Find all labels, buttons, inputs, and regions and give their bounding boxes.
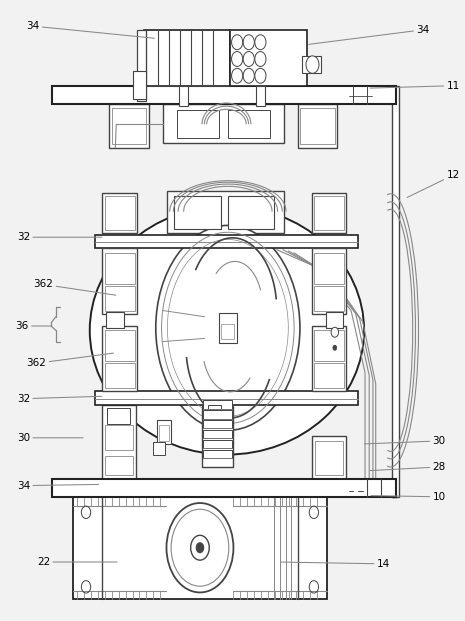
- Bar: [230, 30, 307, 86]
- Bar: [314, 196, 344, 230]
- Text: 34: 34: [309, 25, 429, 44]
- Text: 34: 34: [27, 21, 154, 39]
- Bar: [256, 86, 265, 106]
- Bar: [163, 104, 284, 143]
- Bar: [105, 286, 135, 310]
- Bar: [314, 253, 344, 284]
- Bar: [105, 456, 133, 475]
- Bar: [203, 440, 232, 448]
- Circle shape: [243, 35, 254, 50]
- Circle shape: [255, 68, 266, 83]
- Bar: [312, 436, 346, 479]
- Ellipse shape: [90, 206, 364, 455]
- Bar: [105, 330, 135, 361]
- Text: 362: 362: [27, 353, 113, 368]
- Bar: [302, 56, 321, 73]
- Bar: [203, 430, 232, 438]
- Bar: [314, 286, 344, 310]
- Circle shape: [255, 35, 266, 50]
- Bar: [109, 104, 149, 148]
- Text: 10: 10: [371, 492, 445, 502]
- Circle shape: [243, 52, 254, 66]
- Text: 12: 12: [407, 170, 459, 197]
- Circle shape: [232, 52, 243, 66]
- Circle shape: [232, 35, 243, 50]
- Bar: [102, 248, 137, 314]
- Bar: [52, 86, 396, 104]
- Text: 14: 14: [281, 559, 390, 569]
- Bar: [137, 30, 146, 101]
- Text: 30: 30: [365, 436, 445, 446]
- Text: 362: 362: [33, 279, 116, 295]
- Text: 11: 11: [370, 81, 459, 91]
- Circle shape: [331, 327, 339, 337]
- Circle shape: [196, 543, 204, 553]
- Bar: [221, 324, 234, 339]
- Bar: [95, 235, 358, 248]
- Text: 28: 28: [370, 462, 445, 472]
- Bar: [153, 442, 165, 455]
- Text: 36: 36: [16, 321, 51, 331]
- Circle shape: [333, 345, 337, 350]
- Bar: [102, 193, 137, 233]
- Circle shape: [306, 56, 319, 73]
- Bar: [392, 86, 399, 497]
- Bar: [133, 71, 146, 99]
- Bar: [228, 110, 270, 138]
- Bar: [52, 479, 396, 497]
- Bar: [105, 196, 135, 230]
- Bar: [203, 450, 232, 458]
- Bar: [314, 330, 344, 361]
- Bar: [106, 312, 124, 328]
- Bar: [167, 191, 284, 233]
- Circle shape: [191, 535, 209, 560]
- Bar: [179, 86, 188, 106]
- Bar: [95, 391, 358, 405]
- Bar: [314, 363, 344, 388]
- Bar: [177, 110, 219, 138]
- Bar: [326, 312, 343, 328]
- Bar: [300, 108, 335, 144]
- Text: 32: 32: [17, 232, 102, 242]
- Bar: [73, 491, 327, 599]
- Bar: [203, 410, 232, 419]
- Bar: [202, 406, 232, 467]
- Bar: [298, 104, 337, 148]
- Circle shape: [232, 68, 243, 83]
- Bar: [228, 196, 274, 229]
- Text: 30: 30: [17, 433, 83, 443]
- Bar: [174, 196, 221, 229]
- Bar: [157, 420, 171, 444]
- Bar: [144, 30, 230, 86]
- Text: 22: 22: [37, 557, 117, 567]
- Bar: [159, 425, 169, 441]
- Circle shape: [255, 52, 266, 66]
- Circle shape: [243, 68, 254, 83]
- Bar: [219, 313, 237, 343]
- Ellipse shape: [156, 225, 300, 430]
- Bar: [312, 193, 346, 233]
- Circle shape: [166, 503, 233, 592]
- Bar: [112, 108, 146, 144]
- Bar: [107, 408, 130, 424]
- Bar: [102, 326, 137, 391]
- Bar: [312, 326, 346, 391]
- Bar: [203, 400, 232, 409]
- Bar: [315, 441, 343, 475]
- Bar: [105, 363, 135, 388]
- Bar: [105, 425, 133, 450]
- Bar: [208, 405, 221, 409]
- Bar: [102, 405, 136, 479]
- Bar: [105, 253, 135, 284]
- Bar: [312, 248, 346, 314]
- Bar: [203, 420, 232, 428]
- Text: 34: 34: [17, 481, 99, 491]
- Text: 32: 32: [17, 394, 102, 404]
